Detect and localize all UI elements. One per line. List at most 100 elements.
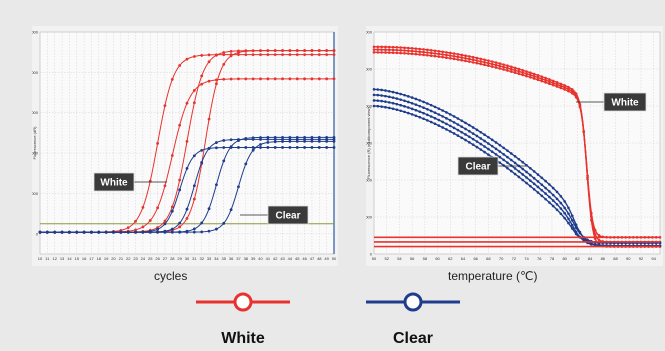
amp-white-point-0-41: [266, 53, 270, 57]
amp-white-point-3-50: [332, 49, 336, 52]
melt-clear-point-0-584: [426, 102, 429, 105]
melt-clear-point-3-590: [429, 120, 433, 124]
amp-clear-point-2-46: [303, 135, 306, 139]
melt-clear-point-1-764: [540, 183, 544, 187]
melt-xtick-20: 90: [626, 256, 631, 261]
melt-white-point-0-782: [551, 79, 555, 83]
amp-clear-point-1-29: [178, 221, 182, 225]
melt-clear-point-0-680: [487, 135, 490, 139]
melt-clear-point-2-566: [414, 108, 418, 112]
melt-white-point-1-542: [399, 49, 402, 52]
legend-clear-marker: [403, 292, 423, 312]
melt-white-point-0-656: [471, 55, 475, 59]
amp-white-point-1-24: [141, 225, 145, 229]
melt-clear-point-3-728: [517, 175, 521, 179]
melt-white-point-2-776: [548, 82, 551, 86]
melt-ylabel: Fluorescence (R) (multicomponent view): [366, 106, 371, 178]
amp-white-point-1-35: [222, 77, 226, 81]
melt-clear-point-3-602: [437, 124, 441, 127]
melt-ytick-5: 10000: [366, 67, 373, 72]
amp-clear-point-2-34: [215, 183, 218, 187]
melt-white-point-1-506: [376, 48, 380, 51]
amp-xtick-14: 24: [141, 256, 146, 261]
melt-clear-point-0-722: [513, 155, 517, 158]
melt-clear-point-2-782: [551, 199, 555, 202]
amp-clear-point-0-42: [273, 146, 277, 149]
amp-white-point-3-45: [295, 49, 299, 52]
amp-clear-point-0-49: [325, 146, 329, 149]
melt-clear-point-0-506: [376, 88, 380, 91]
melt-clear-point-0-800: [563, 200, 566, 203]
melt-clear-point-1-584: [426, 107, 429, 111]
melt-white-point-0-698: [498, 62, 502, 65]
melt-clear-point-1-806: [567, 212, 570, 215]
amp-xtick-27: 37: [236, 256, 241, 261]
amp-clear-point-2-36: [229, 145, 233, 149]
melt-white-point-2-548: [403, 51, 406, 55]
melt-white-point-2-542: [399, 51, 402, 55]
melt-white-point-0-566: [414, 47, 418, 50]
melt-white-point-1-608: [441, 53, 444, 56]
melt-white-point-0-722: [513, 66, 517, 70]
amp-white-point-0-39: [251, 53, 255, 57]
melt-clear-point-1-698: [498, 150, 502, 153]
amp-white-point-0-38: [244, 53, 248, 57]
amp-xtick-40: 50: [332, 256, 337, 261]
melt-ytick-6: 12000: [366, 30, 373, 35]
melt-clear-point-3-662: [475, 145, 479, 149]
melt-white-point-0-578: [422, 48, 425, 51]
amp-clear-point-3-47: [310, 139, 314, 143]
melt-clear-point-0-638: [460, 119, 464, 122]
melt-clear-point-3-788: [555, 208, 559, 212]
melt-clear-point-3-752: [532, 188, 536, 191]
amp-clear-point-1-47: [310, 137, 314, 141]
melt-white-point-2-536: [395, 51, 399, 55]
melt-clear-point-3-650: [468, 141, 471, 144]
amp-clear-point-3-23: [134, 230, 137, 234]
melt-clear-point-2-650: [468, 135, 471, 139]
melt-white-point-0-530: [391, 45, 395, 49]
melt-clear-point-3-812: [570, 227, 574, 230]
melt-clear-point-0-698: [498, 143, 502, 147]
melt-clear-point-2-572: [418, 110, 422, 113]
amp-annot-clear-text: Clear: [275, 211, 300, 222]
melt-clear-point-0-686: [490, 138, 494, 142]
melt-clear-point-1-542: [399, 98, 402, 101]
melt-white-point-1-560: [410, 49, 414, 53]
melt-white-point-1-632: [456, 55, 460, 59]
melt-clear-point-2-728: [517, 170, 521, 173]
amp-white-point-1-41: [266, 77, 270, 81]
amp-clear-point-3-35: [222, 221, 226, 225]
amp-ylabel: Fluorescence (dR): [32, 126, 37, 160]
melt-white-point-1-710: [506, 66, 509, 70]
melt-clear-point-1-686: [490, 144, 494, 148]
melt-clear-point-1-782: [551, 193, 555, 197]
melt-white-point-0-632: [456, 52, 460, 56]
melt-white-point-1-758: [536, 76, 540, 79]
amp-white-point-1-26: [156, 206, 159, 210]
amp-clear-point-1-32: [200, 160, 204, 164]
amp-clear-point-1-30: [185, 207, 189, 211]
melt-clear-point-1-602: [437, 113, 441, 116]
melt-white-point-1-500: [372, 48, 376, 51]
melt-clear-point-0-668: [479, 130, 483, 134]
amp-clear-point-0-34: [215, 146, 218, 150]
melt-clear-point-0-656: [471, 126, 475, 129]
melt-clear-point-2-602: [437, 118, 441, 122]
amp-xtick-13: 23: [133, 256, 138, 261]
melt-clear-point-3-632: [456, 134, 460, 137]
amp-white-point-1-27: [163, 184, 167, 188]
melt-white-point-0-560: [410, 47, 414, 50]
melt-clear-point-2-638: [460, 130, 464, 134]
melt-clear-point-1-608: [441, 115, 444, 118]
amp-white-point-3-40: [259, 49, 262, 53]
melt-clear-point-2-842: [590, 242, 593, 246]
melt-clear-point-0-596: [433, 105, 437, 109]
melt-clear-point-2-800: [563, 211, 566, 215]
melt-clear-point-3-560: [410, 113, 414, 116]
amp-white-point-0-42: [273, 53, 277, 57]
amp-xtick-39: 49: [324, 256, 329, 261]
melt-clear-point-2-644: [464, 133, 467, 136]
melt-clear-point-0-626: [452, 115, 456, 118]
